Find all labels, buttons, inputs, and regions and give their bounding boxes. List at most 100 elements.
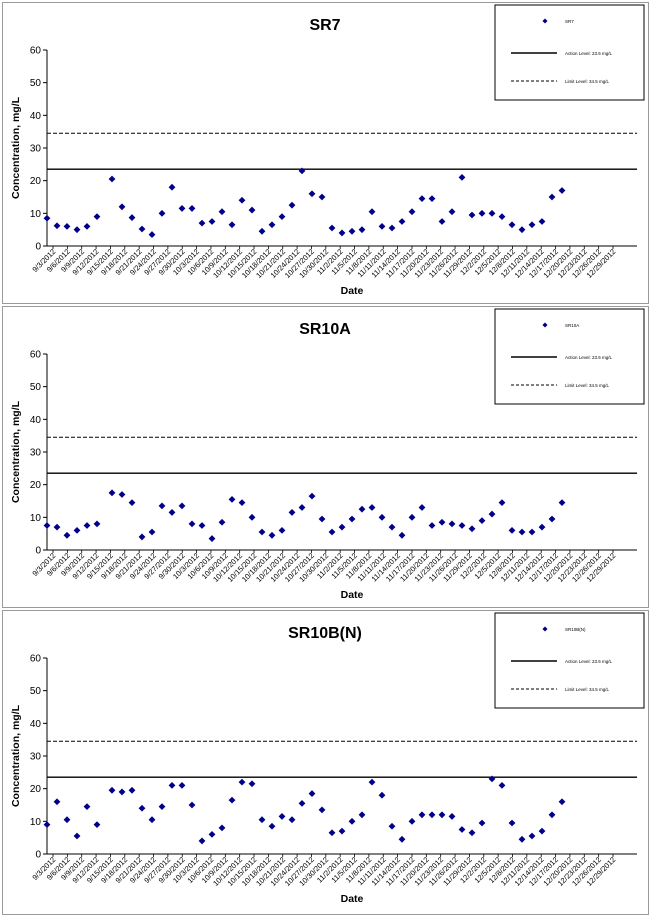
y-tick-label: 30: [30, 448, 42, 459]
chart-title: SR10A: [299, 321, 351, 338]
data-point: [188, 205, 196, 212]
data-point: [43, 821, 51, 828]
data-point: [73, 832, 81, 840]
data-point: [358, 226, 366, 234]
data-point: [438, 218, 446, 225]
data-point: [198, 837, 206, 845]
chart-title: SR7: [309, 17, 340, 34]
data-point: [108, 489, 116, 497]
data-point: [53, 523, 61, 531]
data-point: [338, 523, 346, 531]
data-point: [268, 221, 276, 229]
data-point: [488, 775, 496, 783]
data-point: [408, 208, 416, 216]
data-point: [328, 528, 336, 536]
data-point: [248, 206, 256, 214]
data-point: [428, 522, 436, 529]
y-tick-label: 40: [30, 719, 42, 730]
data-point: [248, 780, 256, 788]
data-point: [308, 492, 316, 500]
data-point: [178, 502, 186, 510]
y-tick-label: 50: [30, 686, 42, 697]
data-point: [498, 213, 506, 220]
data-point: [53, 222, 61, 230]
data-point: [278, 527, 286, 534]
data-point: [468, 525, 476, 533]
legend: SR7 Action Level: 23.5 mg/L Limit Level: 3…: [494, 4, 645, 101]
data-point: [148, 816, 156, 824]
data-point: [378, 223, 386, 230]
data-point: [158, 803, 166, 811]
data-point: [388, 224, 396, 232]
legend-label: Action Level: 23.5 mg/L: [565, 659, 613, 664]
data-point: [428, 195, 436, 203]
data-point: [538, 523, 546, 531]
data-point: [498, 499, 506, 507]
legend-label: Action Level: 23.5 mg/L: [565, 51, 613, 56]
data-point: [258, 227, 266, 235]
data-point: [388, 822, 396, 830]
data-point: [478, 819, 486, 827]
data-point: [268, 822, 276, 830]
data-point: [128, 499, 136, 507]
data-point: [558, 798, 566, 806]
data-point: [308, 190, 316, 198]
x-axis-label: Date: [341, 893, 364, 905]
data-point: [528, 221, 536, 229]
data-point: [338, 827, 346, 835]
data-point: [488, 510, 496, 518]
data-point: [518, 528, 526, 536]
data-point: [108, 786, 116, 794]
data-point: [218, 518, 226, 526]
data-point: [278, 213, 286, 220]
y-tick-label: 60: [30, 46, 42, 57]
data-point: [63, 223, 71, 230]
data-point: [298, 167, 306, 175]
data-point: [298, 504, 306, 511]
data-point: [198, 522, 206, 529]
legend: SR10A Action Level: 23.5 mg/L Limit Level:…: [494, 308, 645, 405]
data-point: [288, 509, 296, 516]
y-tick-label: 30: [30, 752, 42, 763]
data-point: [318, 515, 326, 523]
data-point: [318, 806, 326, 814]
data-point: [388, 523, 396, 531]
data-point: [238, 778, 246, 786]
data-point: [138, 804, 146, 812]
data-point: [128, 786, 136, 794]
data-point: [248, 513, 256, 521]
y-axis-label: Concentration, mg/L: [10, 704, 22, 807]
data-point: [278, 813, 286, 820]
data-point: [148, 528, 156, 536]
data-point: [358, 811, 366, 819]
data-point: [63, 816, 71, 824]
legend-label: Limit Level: 34.5 mg/L: [565, 79, 610, 84]
data-point: [548, 811, 556, 819]
data-point: [268, 531, 276, 539]
data-point: [548, 193, 556, 201]
data-point: [348, 817, 356, 825]
legend-label: SR10B(N): [565, 627, 586, 632]
x-axis-label: Date: [341, 285, 364, 297]
data-point: [418, 811, 426, 819]
y-tick-label: 40: [30, 111, 42, 122]
data-point: [73, 226, 81, 234]
data-point: [288, 816, 296, 824]
data-point: [218, 208, 226, 216]
legend-label: SR10A: [565, 323, 579, 328]
data-point: [228, 495, 236, 503]
data-point: [478, 517, 486, 524]
data-point: [198, 219, 206, 227]
legend-label: SR7: [565, 19, 574, 24]
y-tick-label: 0: [35, 546, 41, 557]
y-axis-label: Concentration, mg/L: [10, 96, 22, 199]
y-tick-label: 20: [30, 480, 42, 491]
y-tick-label: 10: [30, 817, 42, 828]
chart-panel-sr7: SR7 SR7 Action Level: 23.5 mg/L Limit Level…: [2, 2, 649, 304]
data-point: [378, 513, 386, 521]
data-point: [298, 799, 306, 807]
data-point: [178, 205, 186, 212]
data-point: [308, 790, 316, 797]
data-point: [458, 522, 466, 529]
data-point: [528, 528, 536, 536]
